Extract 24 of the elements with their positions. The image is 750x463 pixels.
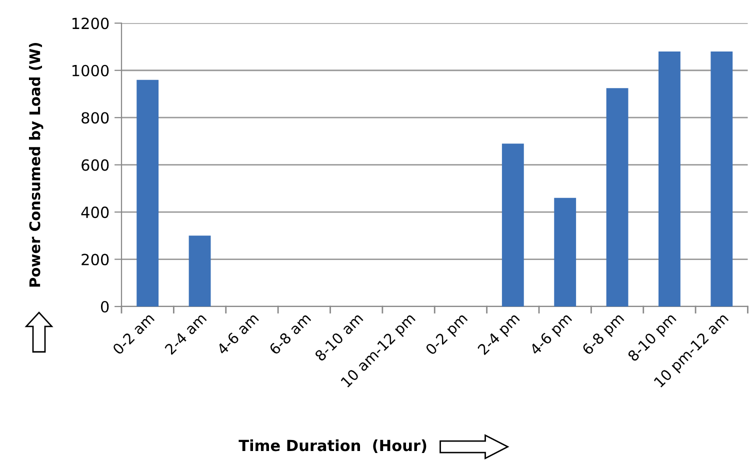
x-tick-label: 6-8 am <box>268 312 312 356</box>
x-tick-label: 2-4 pm <box>477 312 522 358</box>
y-axis-title: Power Consumed by Load (W) <box>28 42 44 287</box>
y-tick-label: 600 <box>82 159 109 171</box>
x-tick-label: 6-8 pm <box>581 312 626 358</box>
y-tick-label: 200 <box>82 254 109 266</box>
x-tick-label: 0-2 am <box>112 312 155 356</box>
x-tick-label: 4-6 am <box>216 312 260 356</box>
x-tick-label: 0-2 pm <box>424 312 470 358</box>
y-tick-label: 400 <box>81 206 109 218</box>
y-tick-label: 0 <box>100 300 109 313</box>
bar <box>606 88 628 307</box>
x-tick-label: 4-6 pm <box>529 312 574 358</box>
x-axis-title: Time Duration (Hour) <box>238 439 426 454</box>
bar <box>188 236 211 307</box>
bar <box>658 51 680 307</box>
y-tick-label: 1200 <box>72 18 109 30</box>
y-tick-label: 800 <box>82 112 109 124</box>
y-tick-label: 1000 <box>72 64 109 76</box>
bar <box>710 51 733 307</box>
bar <box>502 144 524 307</box>
x-tick-label: 2-4 am <box>164 312 207 356</box>
bar <box>136 80 159 307</box>
bar <box>554 198 576 307</box>
